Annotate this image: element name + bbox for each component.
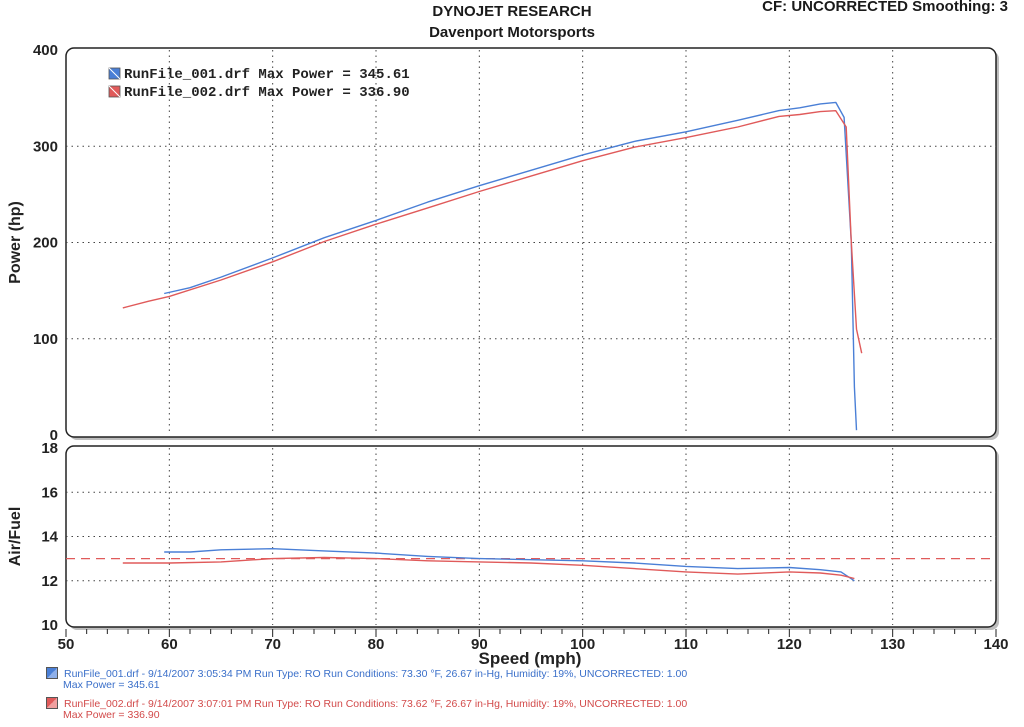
y-tick-label: 18 bbox=[41, 440, 58, 457]
x-tick-label: 80 bbox=[368, 636, 385, 653]
x-tick-label: 70 bbox=[264, 636, 281, 653]
series-line-run1 bbox=[164, 548, 855, 582]
legend-swatch-mark bbox=[108, 67, 121, 80]
y-tick-label: 0 bbox=[50, 427, 58, 444]
x-tick-label: 50 bbox=[58, 636, 75, 653]
run1-swatch bbox=[46, 667, 58, 679]
y-axis-label: Air/Fuel bbox=[7, 507, 24, 567]
y-tick-label: 400 bbox=[33, 42, 58, 59]
y-axis-label: Power (hp) bbox=[7, 201, 24, 284]
x-tick-label: 90 bbox=[471, 636, 488, 653]
y-tick-label: 200 bbox=[33, 235, 58, 252]
y-tick-label: 16 bbox=[41, 484, 58, 501]
series-line-run1 bbox=[164, 101, 858, 431]
y-tick-label: 100 bbox=[33, 331, 58, 348]
series-line-run2 bbox=[122, 556, 855, 580]
footer-run-1: RunFile_001.drf - 9/14/2007 3:05:34 PM R… bbox=[46, 667, 687, 691]
footer-run-1-max: Max Power = 345.61 bbox=[63, 679, 160, 691]
legend-label: RunFile_002.drf Max Power = 336.90 bbox=[124, 85, 410, 101]
y-tick-label: 300 bbox=[33, 138, 58, 155]
legend-item-run1: RunFile_001.drf Max Power = 345.61 bbox=[108, 67, 410, 83]
footer-run-2-line1: RunFile_002.drf - 9/14/2007 3:07:01 PM R… bbox=[64, 698, 688, 710]
legend-swatch-mark bbox=[108, 85, 121, 98]
chart-subtitle: Davenport Motorsports bbox=[429, 24, 595, 41]
x-tick-label: 140 bbox=[983, 636, 1008, 653]
panel-frame bbox=[65, 47, 997, 438]
footer-run-2: RunFile_002.drf - 9/14/2007 3:07:01 PM R… bbox=[46, 697, 687, 721]
legend-item-run2: RunFile_002.drf Max Power = 336.90 bbox=[108, 85, 410, 101]
settings-label: CF: UNCORRECTED Smoothing: 3 bbox=[762, 0, 1008, 15]
x-tick-label: 120 bbox=[777, 636, 802, 653]
x-tick-label: 60 bbox=[161, 636, 178, 653]
series-line-run2 bbox=[122, 109, 863, 354]
legend-label: RunFile_001.drf Max Power = 345.61 bbox=[124, 67, 410, 83]
footer-run-2-max: Max Power = 336.90 bbox=[63, 709, 160, 721]
panel-frame bbox=[65, 445, 997, 628]
y-tick-label: 12 bbox=[41, 573, 58, 590]
x-tick-label: 130 bbox=[880, 636, 905, 653]
y-tick-label: 14 bbox=[41, 529, 58, 546]
run2-swatch bbox=[46, 697, 58, 709]
footer-run-1-line1: RunFile_001.drf - 9/14/2007 3:05:34 PM R… bbox=[64, 668, 688, 680]
x-tick-label: 110 bbox=[674, 636, 698, 653]
x-axis-label: Speed (mph) bbox=[479, 649, 582, 668]
x-tick-label: 100 bbox=[570, 636, 595, 653]
chart-title: DYNOJET RESEARCH bbox=[432, 3, 592, 20]
y-tick-label: 10 bbox=[41, 617, 58, 634]
